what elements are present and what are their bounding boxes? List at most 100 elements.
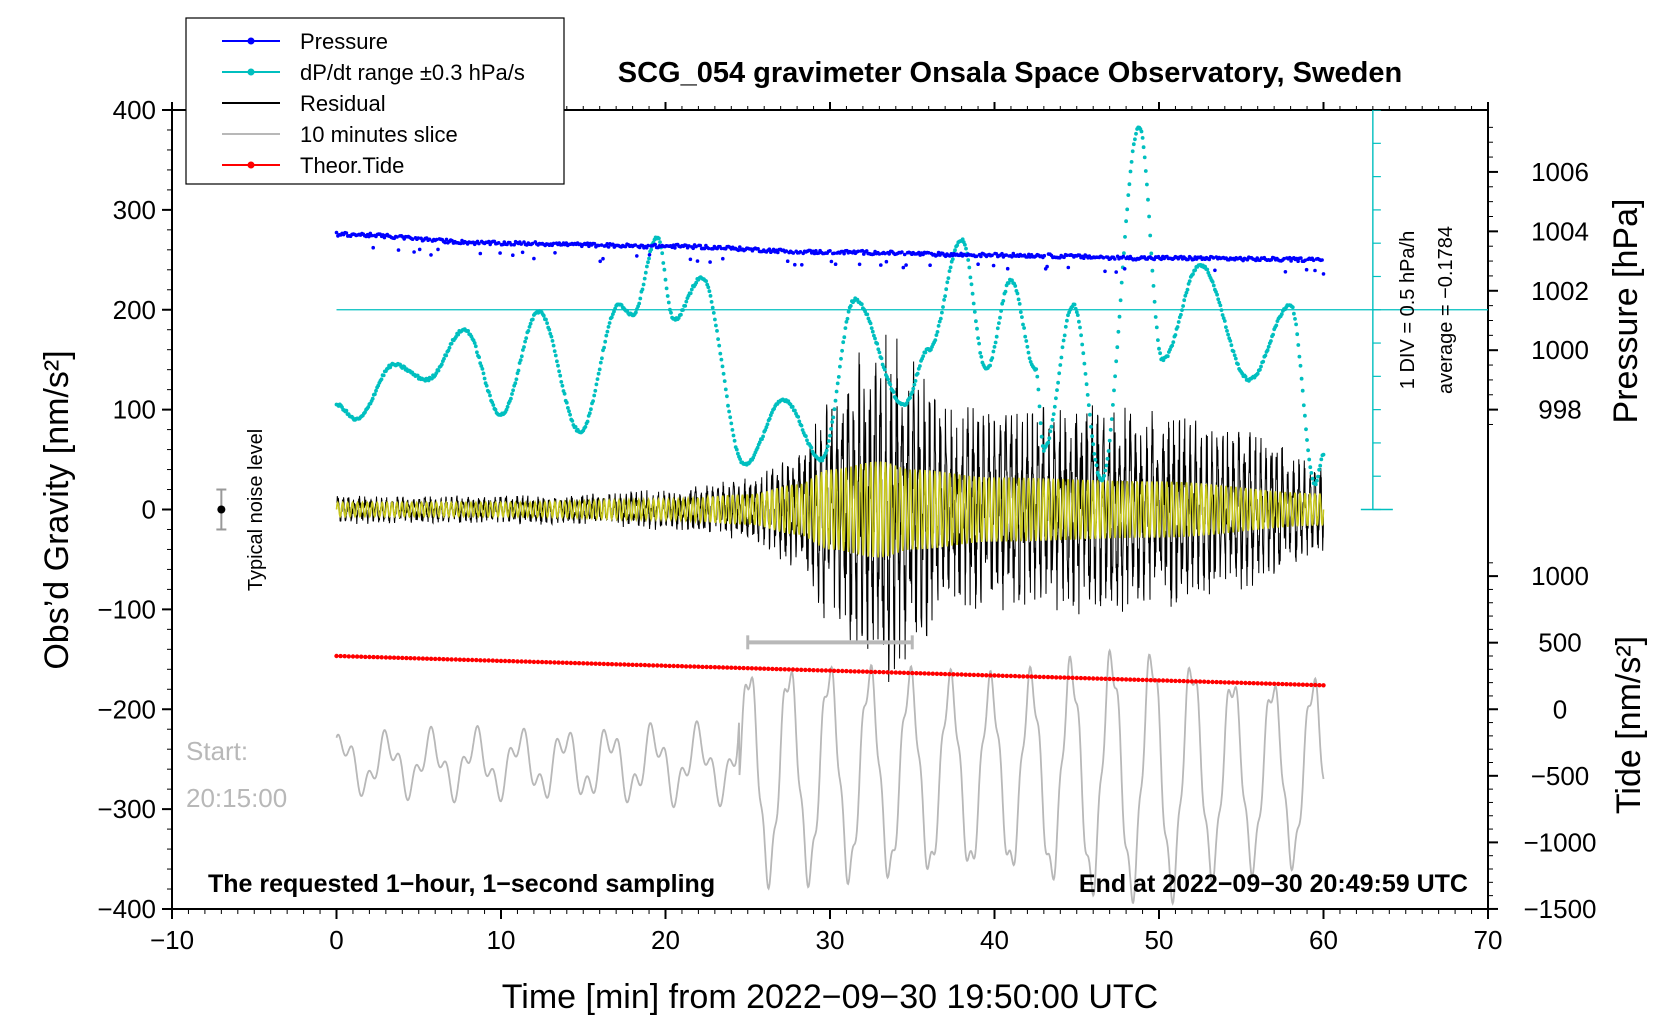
dpdt-point (1296, 343, 1301, 347)
tide-point (659, 663, 664, 668)
dpdt-point (1153, 315, 1158, 319)
pressure-point (736, 248, 741, 253)
tide-point (803, 667, 808, 673)
x-tick-label: 50 (1145, 925, 1174, 955)
dpdt-point (609, 315, 614, 320)
dpdt-point (589, 407, 593, 412)
dpdt-point (886, 377, 890, 382)
tide-point (338, 653, 343, 659)
dpdt-point (1233, 356, 1238, 361)
dpdt-point (725, 394, 729, 399)
tide-point (568, 660, 574, 666)
tide-point (996, 673, 1001, 678)
dpdt-point (1170, 343, 1175, 348)
dpdt-point (1086, 403, 1091, 407)
dpdt-point (1078, 325, 1082, 330)
dpdt-point (602, 345, 606, 350)
dpdt-point (915, 371, 920, 376)
tide-point (342, 654, 347, 659)
dpdt-point (830, 420, 835, 424)
dpdt-point (943, 294, 947, 298)
pressure-point (587, 244, 591, 249)
tide-point (827, 668, 833, 673)
dpdt-point (710, 305, 715, 310)
tide-point (527, 659, 532, 664)
dpdt-point (684, 299, 689, 304)
pressure-point (443, 240, 447, 245)
dpdt-point (547, 327, 552, 332)
dpdt-point (1243, 374, 1248, 379)
tide-point (967, 672, 972, 677)
tide-point (441, 657, 446, 662)
dpdt-point (736, 451, 740, 456)
tide-point (992, 673, 997, 678)
tide-point (605, 661, 611, 667)
pressure-point (708, 260, 712, 264)
dpdt-point (1057, 371, 1062, 376)
dpdt-point (1037, 404, 1042, 409)
legend-label: Theor.Tide (300, 153, 404, 178)
tide-point (1292, 682, 1297, 687)
dpdt-point (1101, 476, 1105, 481)
dpdt-point (487, 390, 491, 394)
dpdt-point (559, 380, 564, 384)
dpdt-point (641, 282, 646, 287)
tide-point (408, 656, 413, 661)
tide-tick-label: −1500 (1523, 894, 1596, 924)
pressure-point (1211, 256, 1216, 260)
dpdt-point (1025, 344, 1030, 349)
tide-point (955, 672, 960, 677)
tide-point (334, 653, 339, 659)
dpdt-point (573, 425, 578, 429)
pressure-point (833, 262, 838, 267)
tide-point (1243, 680, 1248, 686)
dpdt-point (444, 353, 449, 358)
tide-point (1234, 680, 1240, 685)
tide-tick-label: 0 (1553, 694, 1567, 724)
dpdt-point (646, 260, 650, 265)
dpdt-point (999, 309, 1003, 313)
pressure-point (877, 252, 882, 256)
tide-point (1165, 678, 1170, 683)
pressure-point (695, 259, 700, 263)
dpdt-point (514, 377, 519, 382)
pressure-point (673, 246, 677, 250)
tide-point (1062, 675, 1067, 680)
chart-title: SCG_054 gravimeter Onsala Space Observat… (618, 57, 1402, 89)
dpdt-point (993, 340, 998, 345)
dpdt-point (1157, 346, 1161, 351)
dpdt-point (846, 309, 851, 314)
pressure-point (1005, 266, 1010, 271)
tide-point (864, 669, 870, 674)
dpdt-point (1015, 291, 1020, 296)
dpdt-point (1216, 297, 1221, 302)
tide-point (354, 654, 360, 659)
tide-point (951, 672, 956, 677)
dpdt-point (831, 415, 836, 420)
tide-point (1313, 682, 1318, 688)
tide-point (626, 662, 631, 667)
dpdt-point (1180, 308, 1184, 312)
dpdt-point (585, 419, 590, 424)
pressure-point (429, 253, 433, 257)
y-axis-title-pressure: Pressure [hPa] (1607, 199, 1645, 424)
pressure-point (477, 241, 481, 246)
tide-point (618, 662, 623, 667)
dpdt-point (1091, 442, 1096, 447)
tide-point (663, 663, 668, 668)
dpdt-point (593, 388, 598, 393)
tide-point (918, 671, 923, 676)
dpdt-point (1062, 333, 1067, 338)
dpdt-point (1081, 351, 1086, 356)
tide-point (416, 656, 421, 661)
tide-point (646, 663, 652, 668)
tide-point (1152, 678, 1158, 683)
tide-point (1054, 675, 1059, 680)
tide-point (848, 669, 853, 674)
pressure-point (334, 230, 339, 235)
pressure-point (1186, 257, 1190, 262)
dpdt-point (963, 242, 967, 247)
dpdt-point (1106, 449, 1111, 453)
tide-point (655, 663, 660, 668)
dpdt-point (825, 444, 830, 449)
